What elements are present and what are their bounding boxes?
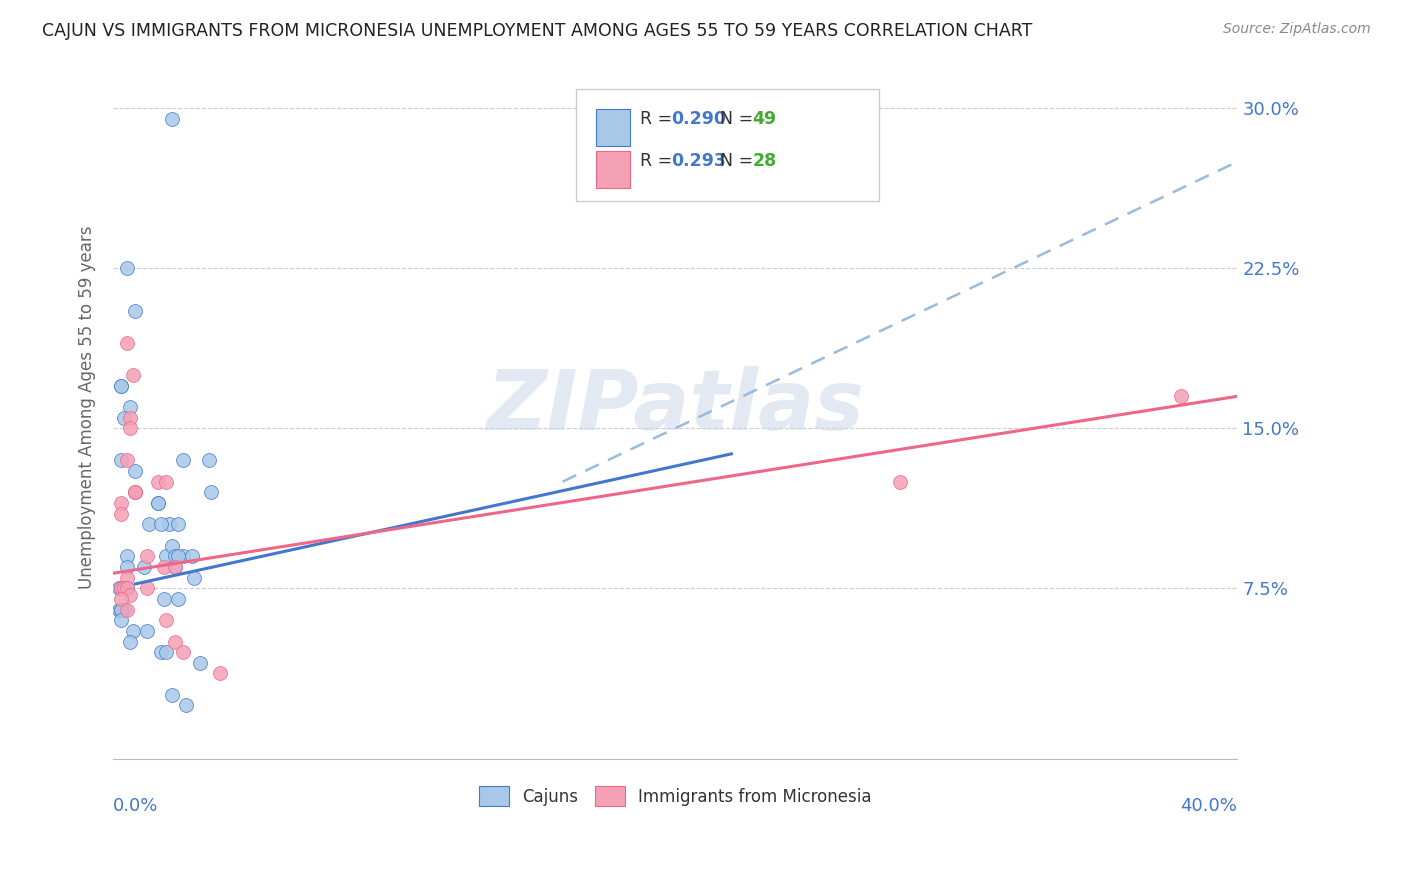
Text: Source: ZipAtlas.com: Source: ZipAtlas.com <box>1223 22 1371 37</box>
Point <box>163 634 186 648</box>
Point <box>112 581 135 595</box>
Text: R =: R = <box>640 152 678 169</box>
Point <box>155 549 177 564</box>
Point <box>180 549 202 564</box>
Point <box>132 560 155 574</box>
Point <box>208 666 231 681</box>
Point <box>115 261 138 276</box>
Point <box>110 453 132 467</box>
Point <box>107 581 129 595</box>
Point <box>172 645 194 659</box>
Point <box>112 602 135 616</box>
Point <box>146 496 169 510</box>
Point <box>197 453 219 467</box>
Point <box>1170 389 1192 403</box>
Point <box>146 475 169 489</box>
Point <box>149 517 172 532</box>
Point <box>188 656 211 670</box>
Point <box>110 602 132 616</box>
Text: 40.0%: 40.0% <box>1181 797 1237 815</box>
Point <box>110 378 132 392</box>
Point <box>138 517 160 532</box>
Point <box>115 570 138 584</box>
Point <box>152 560 174 574</box>
Point <box>112 581 135 595</box>
Point <box>124 485 146 500</box>
Point <box>135 624 157 638</box>
Point <box>124 304 146 318</box>
Point <box>107 602 129 616</box>
Point <box>163 549 186 564</box>
Point <box>121 368 143 382</box>
Point <box>118 421 141 435</box>
Point <box>163 560 186 574</box>
Point <box>124 464 146 478</box>
Point <box>163 560 186 574</box>
Y-axis label: Unemployment Among Ages 55 to 59 years: Unemployment Among Ages 55 to 59 years <box>79 225 96 589</box>
Text: CAJUN VS IMMIGRANTS FROM MICRONESIA UNEMPLOYMENT AMONG AGES 55 TO 59 YEARS CORRE: CAJUN VS IMMIGRANTS FROM MICRONESIA UNEM… <box>42 22 1032 40</box>
Point <box>110 581 132 595</box>
Point <box>110 378 132 392</box>
Point <box>183 570 205 584</box>
Point <box>155 613 177 627</box>
Point <box>160 112 183 127</box>
Point <box>118 634 141 648</box>
Text: N =: N = <box>720 110 759 128</box>
Text: 0.0%: 0.0% <box>112 797 159 815</box>
Point <box>110 507 132 521</box>
Point <box>166 591 188 606</box>
Point <box>174 698 197 713</box>
Point <box>121 624 143 638</box>
Point <box>200 485 222 500</box>
Text: 0.290: 0.290 <box>671 110 725 128</box>
Text: N =: N = <box>720 152 759 169</box>
Point <box>889 475 911 489</box>
Point <box>110 613 132 627</box>
Point <box>166 517 188 532</box>
Point <box>115 549 138 564</box>
Point <box>110 581 132 595</box>
Point <box>124 485 146 500</box>
Point <box>115 453 138 467</box>
Point <box>110 496 132 510</box>
Point <box>115 560 138 574</box>
Point <box>160 539 183 553</box>
Point <box>152 591 174 606</box>
Point <box>172 549 194 564</box>
Text: ZIPatlas: ZIPatlas <box>486 367 865 448</box>
Point <box>160 688 183 702</box>
Point <box>115 581 138 595</box>
Point <box>115 581 138 595</box>
Point <box>110 591 132 606</box>
Point <box>149 645 172 659</box>
Point <box>118 410 141 425</box>
Point <box>166 549 188 564</box>
Point <box>124 485 146 500</box>
Point <box>146 496 169 510</box>
Legend: Cajuns, Immigrants from Micronesia: Cajuns, Immigrants from Micronesia <box>472 780 879 813</box>
Point <box>155 475 177 489</box>
Point <box>118 588 141 602</box>
Point <box>172 453 194 467</box>
Text: 28: 28 <box>752 152 776 169</box>
Point <box>157 517 180 532</box>
Text: R =: R = <box>640 110 678 128</box>
Point <box>115 336 138 351</box>
Text: 49: 49 <box>752 110 776 128</box>
Point <box>112 410 135 425</box>
Point <box>118 400 141 414</box>
Point <box>115 602 138 616</box>
Point <box>135 549 157 564</box>
Point <box>135 581 157 595</box>
Point <box>110 602 132 616</box>
Point <box>155 645 177 659</box>
Text: 0.293: 0.293 <box>671 152 725 169</box>
